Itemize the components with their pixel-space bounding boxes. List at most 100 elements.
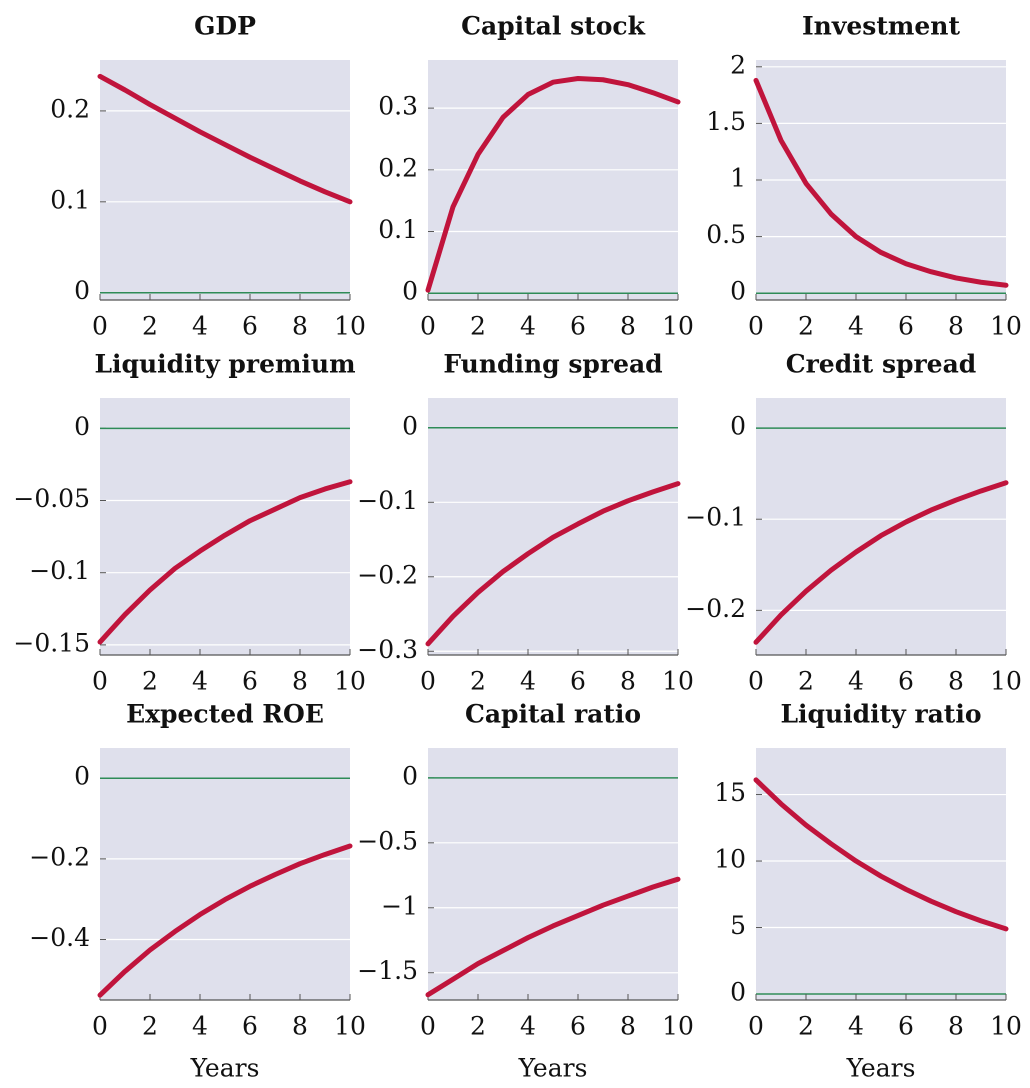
line-series: [753, 777, 1009, 932]
x-tick-label: 0: [748, 1012, 764, 1041]
line-series: [97, 73, 353, 205]
y-tick-label: 0: [730, 412, 746, 441]
x-tick-label: 2: [798, 667, 814, 696]
y-tick-label: −0.15: [13, 628, 90, 657]
y-tick-label: −0.05: [13, 484, 90, 513]
line-series: [753, 480, 1009, 645]
y-tick-label: 0: [402, 411, 418, 440]
chart-title: Investment: [802, 12, 960, 41]
y-tick-label: 0: [730, 978, 746, 1007]
x-tick-label: 6: [898, 312, 914, 341]
x-tick-label: 6: [570, 1012, 586, 1041]
x-tick-label: 0: [748, 312, 764, 341]
line-series: [425, 481, 681, 647]
chart-title: Capital stock: [461, 12, 646, 41]
chart-title: GDP: [194, 12, 256, 41]
x-tick-label: 10: [662, 312, 694, 341]
x-tick-label: 4: [520, 1012, 536, 1041]
x-tick-label: 2: [470, 1012, 486, 1041]
x-axis-label: Years: [846, 1054, 916, 1083]
chart-title: Liquidity premium: [94, 350, 355, 379]
x-tick-label: 2: [142, 312, 158, 341]
x-tick-label: 8: [292, 1012, 308, 1041]
y-tick-label: 0: [402, 761, 418, 790]
y-tick-label: 0.5: [706, 220, 746, 249]
y-tick-label: −1: [381, 891, 418, 920]
y-tick-label: −0.1: [357, 486, 418, 515]
y-tick-label: 0.2: [378, 153, 418, 182]
line-series: [425, 76, 681, 293]
x-tick-label: 2: [470, 312, 486, 341]
plot-background: [756, 398, 1006, 655]
x-tick-label: 8: [292, 312, 308, 341]
x-tick-label: 4: [192, 667, 208, 696]
x-tick-label: 0: [92, 312, 108, 341]
x-tick-label: 8: [620, 312, 636, 341]
y-tick-label: 15: [714, 778, 746, 807]
x-tick-label: 6: [242, 667, 258, 696]
y-tick-label: 0: [730, 277, 746, 306]
x-tick-label: 0: [92, 1012, 108, 1041]
x-tick-label: 2: [142, 1012, 158, 1041]
x-tick-label: 4: [192, 312, 208, 341]
x-tick-label: 2: [798, 1012, 814, 1041]
line-series: [97, 479, 353, 645]
x-tick-label: 6: [898, 1012, 914, 1041]
x-tick-label: 8: [292, 667, 308, 696]
y-tick-label: 5: [730, 911, 746, 940]
x-tick-label: 10: [334, 667, 366, 696]
x-tick-label: 6: [242, 312, 258, 341]
x-tick-label: 0: [420, 667, 436, 696]
y-tick-label: −0.3: [357, 635, 418, 664]
line-series: [97, 843, 353, 998]
x-tick-label: 10: [334, 1012, 366, 1041]
y-tick-label: 2: [730, 50, 746, 79]
y-tick-label: −0.1: [29, 556, 90, 585]
x-axis-label: Years: [518, 1054, 588, 1083]
chart-title: Credit spread: [786, 350, 977, 379]
x-tick-label: 4: [520, 312, 536, 341]
y-tick-label: −0.2: [357, 560, 418, 589]
y-tick-label: −0.2: [29, 842, 90, 871]
y-tick-label: −0.2: [685, 594, 746, 623]
x-tick-label: 8: [948, 667, 964, 696]
x-tick-label: 8: [948, 312, 964, 341]
x-tick-label: 10: [334, 312, 366, 341]
x-tick-label: 4: [192, 1012, 208, 1041]
x-tick-label: 10: [990, 1012, 1022, 1041]
chart-title: Funding spread: [443, 350, 662, 379]
y-tick-label: 0: [74, 762, 90, 791]
x-tick-label: 0: [748, 667, 764, 696]
x-tick-label: 0: [420, 1012, 436, 1041]
x-tick-label: 4: [520, 667, 536, 696]
x-tick-label: 6: [242, 1012, 258, 1041]
line-series: [425, 876, 681, 998]
y-tick-label: 0: [402, 277, 418, 306]
x-axis-label: Years: [190, 1054, 260, 1083]
chart-title: Liquidity ratio: [780, 700, 981, 729]
chart-title: Capital ratio: [465, 700, 641, 729]
y-tick-label: 0: [74, 276, 90, 305]
plot-background: [428, 748, 678, 1000]
x-tick-label: 0: [92, 667, 108, 696]
x-tick-label: 4: [848, 1012, 864, 1041]
x-tick-label: 6: [898, 667, 914, 696]
y-tick-label: 10: [714, 845, 746, 874]
plot-background: [100, 398, 350, 655]
y-tick-label: 1.5: [706, 107, 746, 136]
y-tick-label: −1.5: [357, 956, 418, 985]
x-tick-label: 2: [798, 312, 814, 341]
y-tick-label: −0.1: [685, 503, 746, 532]
x-tick-label: 4: [848, 667, 864, 696]
plot-background: [428, 60, 678, 300]
x-tick-label: 2: [470, 667, 486, 696]
chart-title: Expected ROE: [126, 700, 324, 729]
x-tick-label: 8: [948, 1012, 964, 1041]
x-tick-label: 2: [142, 667, 158, 696]
x-tick-label: 10: [990, 667, 1022, 696]
line-series: [753, 77, 1009, 288]
x-tick-label: 8: [620, 1012, 636, 1041]
x-tick-label: 0: [420, 312, 436, 341]
y-tick-label: 1: [730, 164, 746, 193]
